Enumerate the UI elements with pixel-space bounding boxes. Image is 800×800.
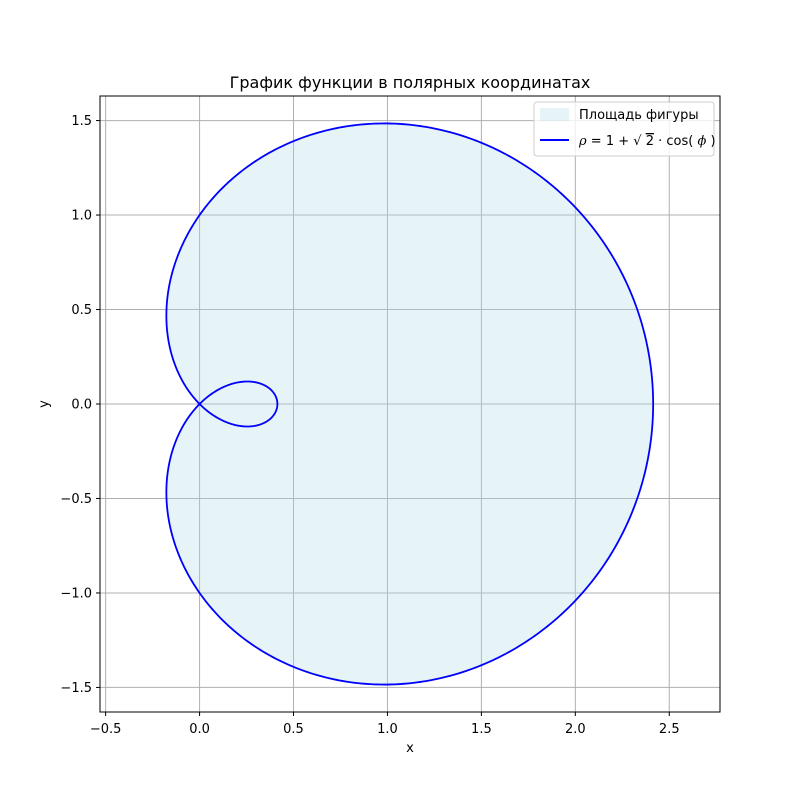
legend: Площадь фигуры ρ = 1 + √ 2 · cos( ϕ ): [533, 101, 716, 157]
legend-phi: ϕ: [697, 134, 706, 149]
x-tick-label: 0.0: [189, 722, 210, 737]
y-tick-label: 0.5: [71, 303, 92, 318]
x-axis-label: x: [406, 741, 414, 756]
legend-sqrt: √: [633, 134, 642, 149]
grid: [100, 96, 720, 712]
area-fill: [166, 123, 654, 685]
y-tick-label: −1.0: [60, 586, 92, 601]
legend-equals: = 1 +: [591, 134, 633, 149]
data-layer: [165, 122, 655, 686]
x-tick-label: 1.0: [377, 722, 398, 737]
legend-fill-label: Площадь фигуры: [579, 108, 699, 123]
y-axis: −1.5 −1.0 −0.5 0.0 0.5 1.0 1.5: [60, 114, 100, 696]
legend-rho: ρ: [578, 134, 587, 149]
legend-line-label: ρ = 1 + √ 2 · cos( ϕ ): [578, 134, 716, 149]
y-tick-label: 1.0: [71, 209, 92, 224]
x-tick-label: 1.5: [471, 722, 492, 737]
x-tick-label: 2.0: [565, 722, 586, 737]
y-tick-label: 0.0: [71, 398, 92, 413]
x-tick-label: 0.5: [283, 722, 304, 737]
y-axis-label: y: [37, 400, 52, 408]
y-tick-label: 1.5: [71, 114, 92, 129]
polar-curve-line: [165, 122, 655, 686]
legend-two: 2: [646, 134, 654, 149]
legend-fill-swatch: [540, 108, 569, 121]
x-tick-label: 2.5: [659, 722, 680, 737]
chart-title: График функции в полярных координатах: [230, 73, 591, 92]
plot-area: [99, 95, 721, 713]
x-axis: −0.5 0.0 0.5 1.0 1.5 2.0 2.5: [90, 712, 680, 737]
x-tick-label: −0.5: [90, 722, 122, 737]
y-tick-label: −1.5: [60, 681, 92, 696]
legend-close: ): [710, 134, 715, 149]
y-tick-label: −0.5: [60, 492, 92, 507]
legend-box: [533, 101, 715, 157]
legend-cos: · cos(: [658, 134, 693, 149]
